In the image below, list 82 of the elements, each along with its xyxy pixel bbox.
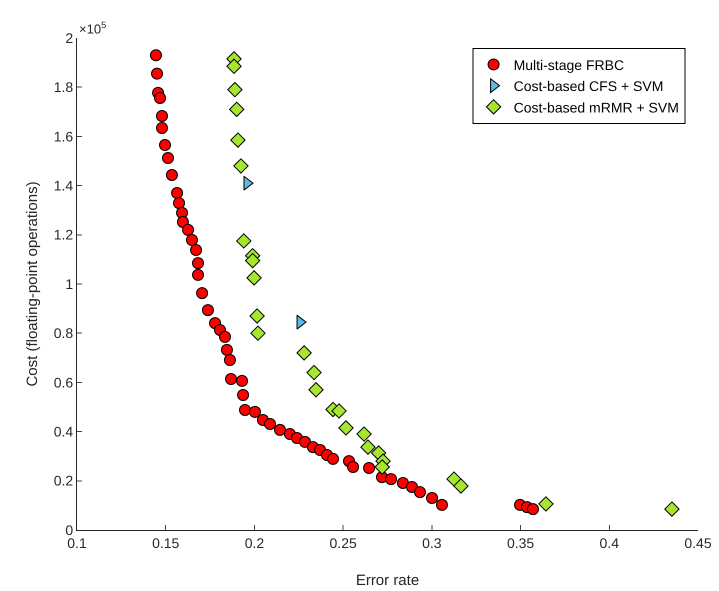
- point: [406, 480, 418, 493]
- y-tick-label: 0.2: [54, 472, 74, 489]
- point: [306, 364, 322, 380]
- text: ×10$^{5}$: [79, 20, 106, 36]
- x-tick-label: 0.15: [152, 534, 180, 551]
- point: [227, 82, 243, 98]
- point: [202, 304, 214, 316]
- y-tick-label: 0.8: [54, 325, 74, 342]
- legend-label: Cost-based mRMR + SVM: [514, 99, 679, 116]
- x-tick-label: 0.45: [684, 534, 712, 551]
- point: [218, 330, 231, 343]
- point: [154, 92, 166, 104]
- point: [414, 486, 426, 498]
- x-tick-label: 0.25: [330, 534, 357, 551]
- x-tick-label: 0.2: [244, 534, 264, 551]
- point: [150, 49, 162, 62]
- y-tick-label: 1.2: [54, 226, 74, 243]
- point: [363, 462, 376, 474]
- point: [327, 452, 340, 465]
- point: [225, 372, 238, 385]
- point: [230, 132, 246, 148]
- y-tick-label: 1: [65, 276, 74, 292]
- point: [308, 382, 324, 398]
- point: [166, 169, 178, 182]
- point: [396, 477, 409, 490]
- y-tick-label: 2: [65, 30, 74, 46]
- legend-label: Multi-stage FRBC: [514, 56, 624, 73]
- point: [192, 268, 204, 281]
- point: [246, 270, 262, 286]
- point: [229, 102, 244, 117]
- point: [664, 501, 680, 517]
- point: [171, 186, 184, 199]
- point: [156, 122, 168, 134]
- x-tick-label: 0.35: [506, 534, 534, 551]
- point: [192, 257, 204, 270]
- point: [374, 459, 390, 475]
- x-axis-title: Error rate: [356, 572, 420, 589]
- x-tick-label: 0.4: [600, 534, 620, 551]
- point: [347, 461, 360, 474]
- y-tick-label: 1.6: [54, 128, 74, 144]
- point: [249, 308, 265, 324]
- point: [385, 473, 398, 486]
- point: [248, 406, 261, 418]
- point: [182, 224, 194, 236]
- point: [156, 110, 168, 122]
- point: [426, 492, 438, 504]
- point: [296, 345, 312, 361]
- point: [338, 420, 354, 436]
- point: [360, 439, 376, 455]
- point: [239, 404, 252, 416]
- y-axis-title: Cost (floating-point operations): [24, 181, 41, 387]
- point: [299, 436, 311, 448]
- point: [538, 496, 554, 512]
- y-tick-label: 1.4: [54, 178, 74, 194]
- y-tick-label: 0.6: [54, 374, 74, 390]
- point: [173, 197, 186, 210]
- point: [453, 478, 469, 494]
- point: [220, 344, 233, 356]
- point: [331, 403, 347, 419]
- point: [237, 388, 250, 401]
- point: [162, 152, 174, 164]
- y-tick-label: 1.8: [54, 79, 74, 96]
- point: [264, 418, 276, 430]
- point: [274, 424, 286, 436]
- point: [236, 374, 248, 387]
- point: [190, 244, 202, 256]
- point: [186, 234, 198, 246]
- x-tick-label: 0.3: [422, 534, 442, 551]
- point: [526, 503, 539, 516]
- point: [226, 58, 242, 74]
- point: [196, 287, 208, 300]
- point: [250, 326, 266, 341]
- point: [151, 68, 164, 80]
- legend-label: Cost-based CFS + SVM: [514, 78, 664, 94]
- point: [233, 158, 249, 174]
- point: [245, 252, 260, 268]
- point: [159, 139, 171, 152]
- point: [436, 498, 448, 511]
- point: [236, 233, 252, 249]
- y-tick-label: 0.4: [54, 424, 74, 440]
- point: [224, 354, 236, 366]
- point: [356, 426, 372, 442]
